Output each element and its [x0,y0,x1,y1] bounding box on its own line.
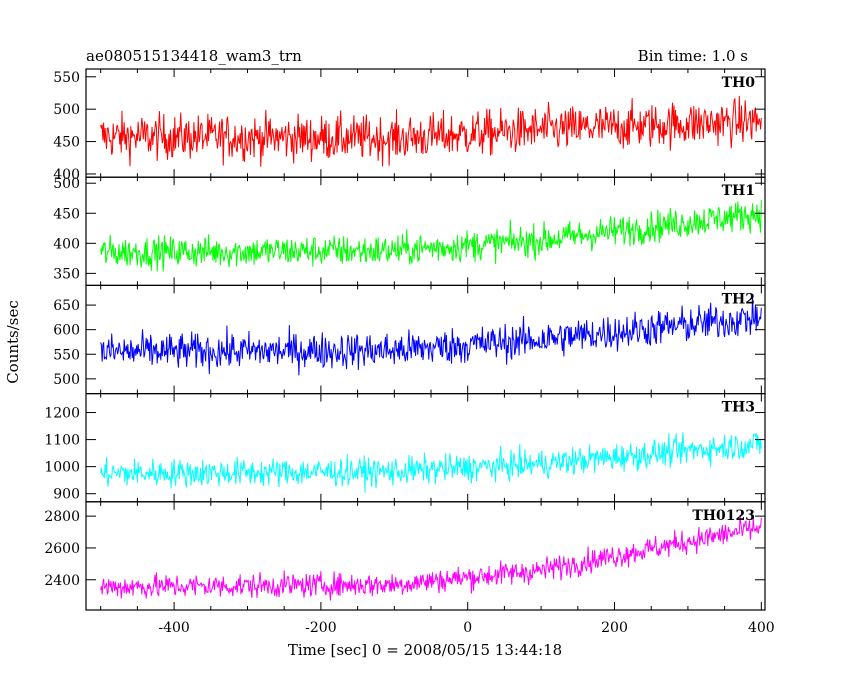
series-line-th3 [100,432,762,493]
panel-frame [85,176,766,286]
panel-label-th0: TH0 [722,75,756,91]
y-tick-label: 1200 [44,406,80,422]
y-tick-label: 400 [53,167,80,183]
y-tick-label: 450 [53,135,80,151]
series-line-th0123 [100,514,762,601]
panel-label-th0123: TH0123 [692,508,755,524]
y-axis-title: Counts/sec [4,300,22,384]
y-tick-label: 400 [53,236,80,252]
panel-label-th3: TH3 [722,400,755,416]
bin-time-label: Bin time: 1.0 s [638,47,748,65]
y-tick-label: 600 [53,323,80,339]
y-tick-label: 550 [53,70,80,86]
y-tick-label: 2400 [44,573,80,589]
y-tick-label: 2600 [44,541,80,557]
y-tick-label: 1100 [44,433,80,449]
y-tick-label: 1000 [44,460,80,476]
x-tick-label: 200 [601,620,628,636]
chart-title: ae080515134418_wam3_trn [86,47,302,65]
x-axis-title: Time [sec] 0 = 2008/05/15 13:44:18 [288,641,562,659]
series-line-th0 [100,95,762,167]
y-tick-label: 2800 [44,509,80,525]
panels-group: 400 450 500 550 TH0 350 400 450 500 TH1 500 550 600 6… [44,68,775,636]
x-tick-label: -200 [305,620,336,636]
series-line-th2 [100,294,762,376]
panel-label-th1: TH1 [722,183,755,199]
panel-frame [85,501,766,611]
y-tick-label: 350 [53,266,80,282]
panel-frame [85,284,766,395]
x-tick-label: 400 [748,620,775,636]
panel-label-th2: TH2 [722,291,755,307]
y-tick-label: 650 [53,298,80,314]
series-line-th1 [100,200,762,272]
y-tick-label: 450 [53,206,80,222]
x-tick-label: -400 [158,620,189,636]
y-tick-label: 500 [53,102,80,118]
y-tick-label: 900 [53,487,80,503]
y-tick-label: 500 [53,372,80,388]
y-tick-label: 550 [53,347,80,363]
y-tick-label: 500 [53,176,80,192]
panel-frame [85,393,766,503]
x-tick-label: 0 [463,620,472,636]
